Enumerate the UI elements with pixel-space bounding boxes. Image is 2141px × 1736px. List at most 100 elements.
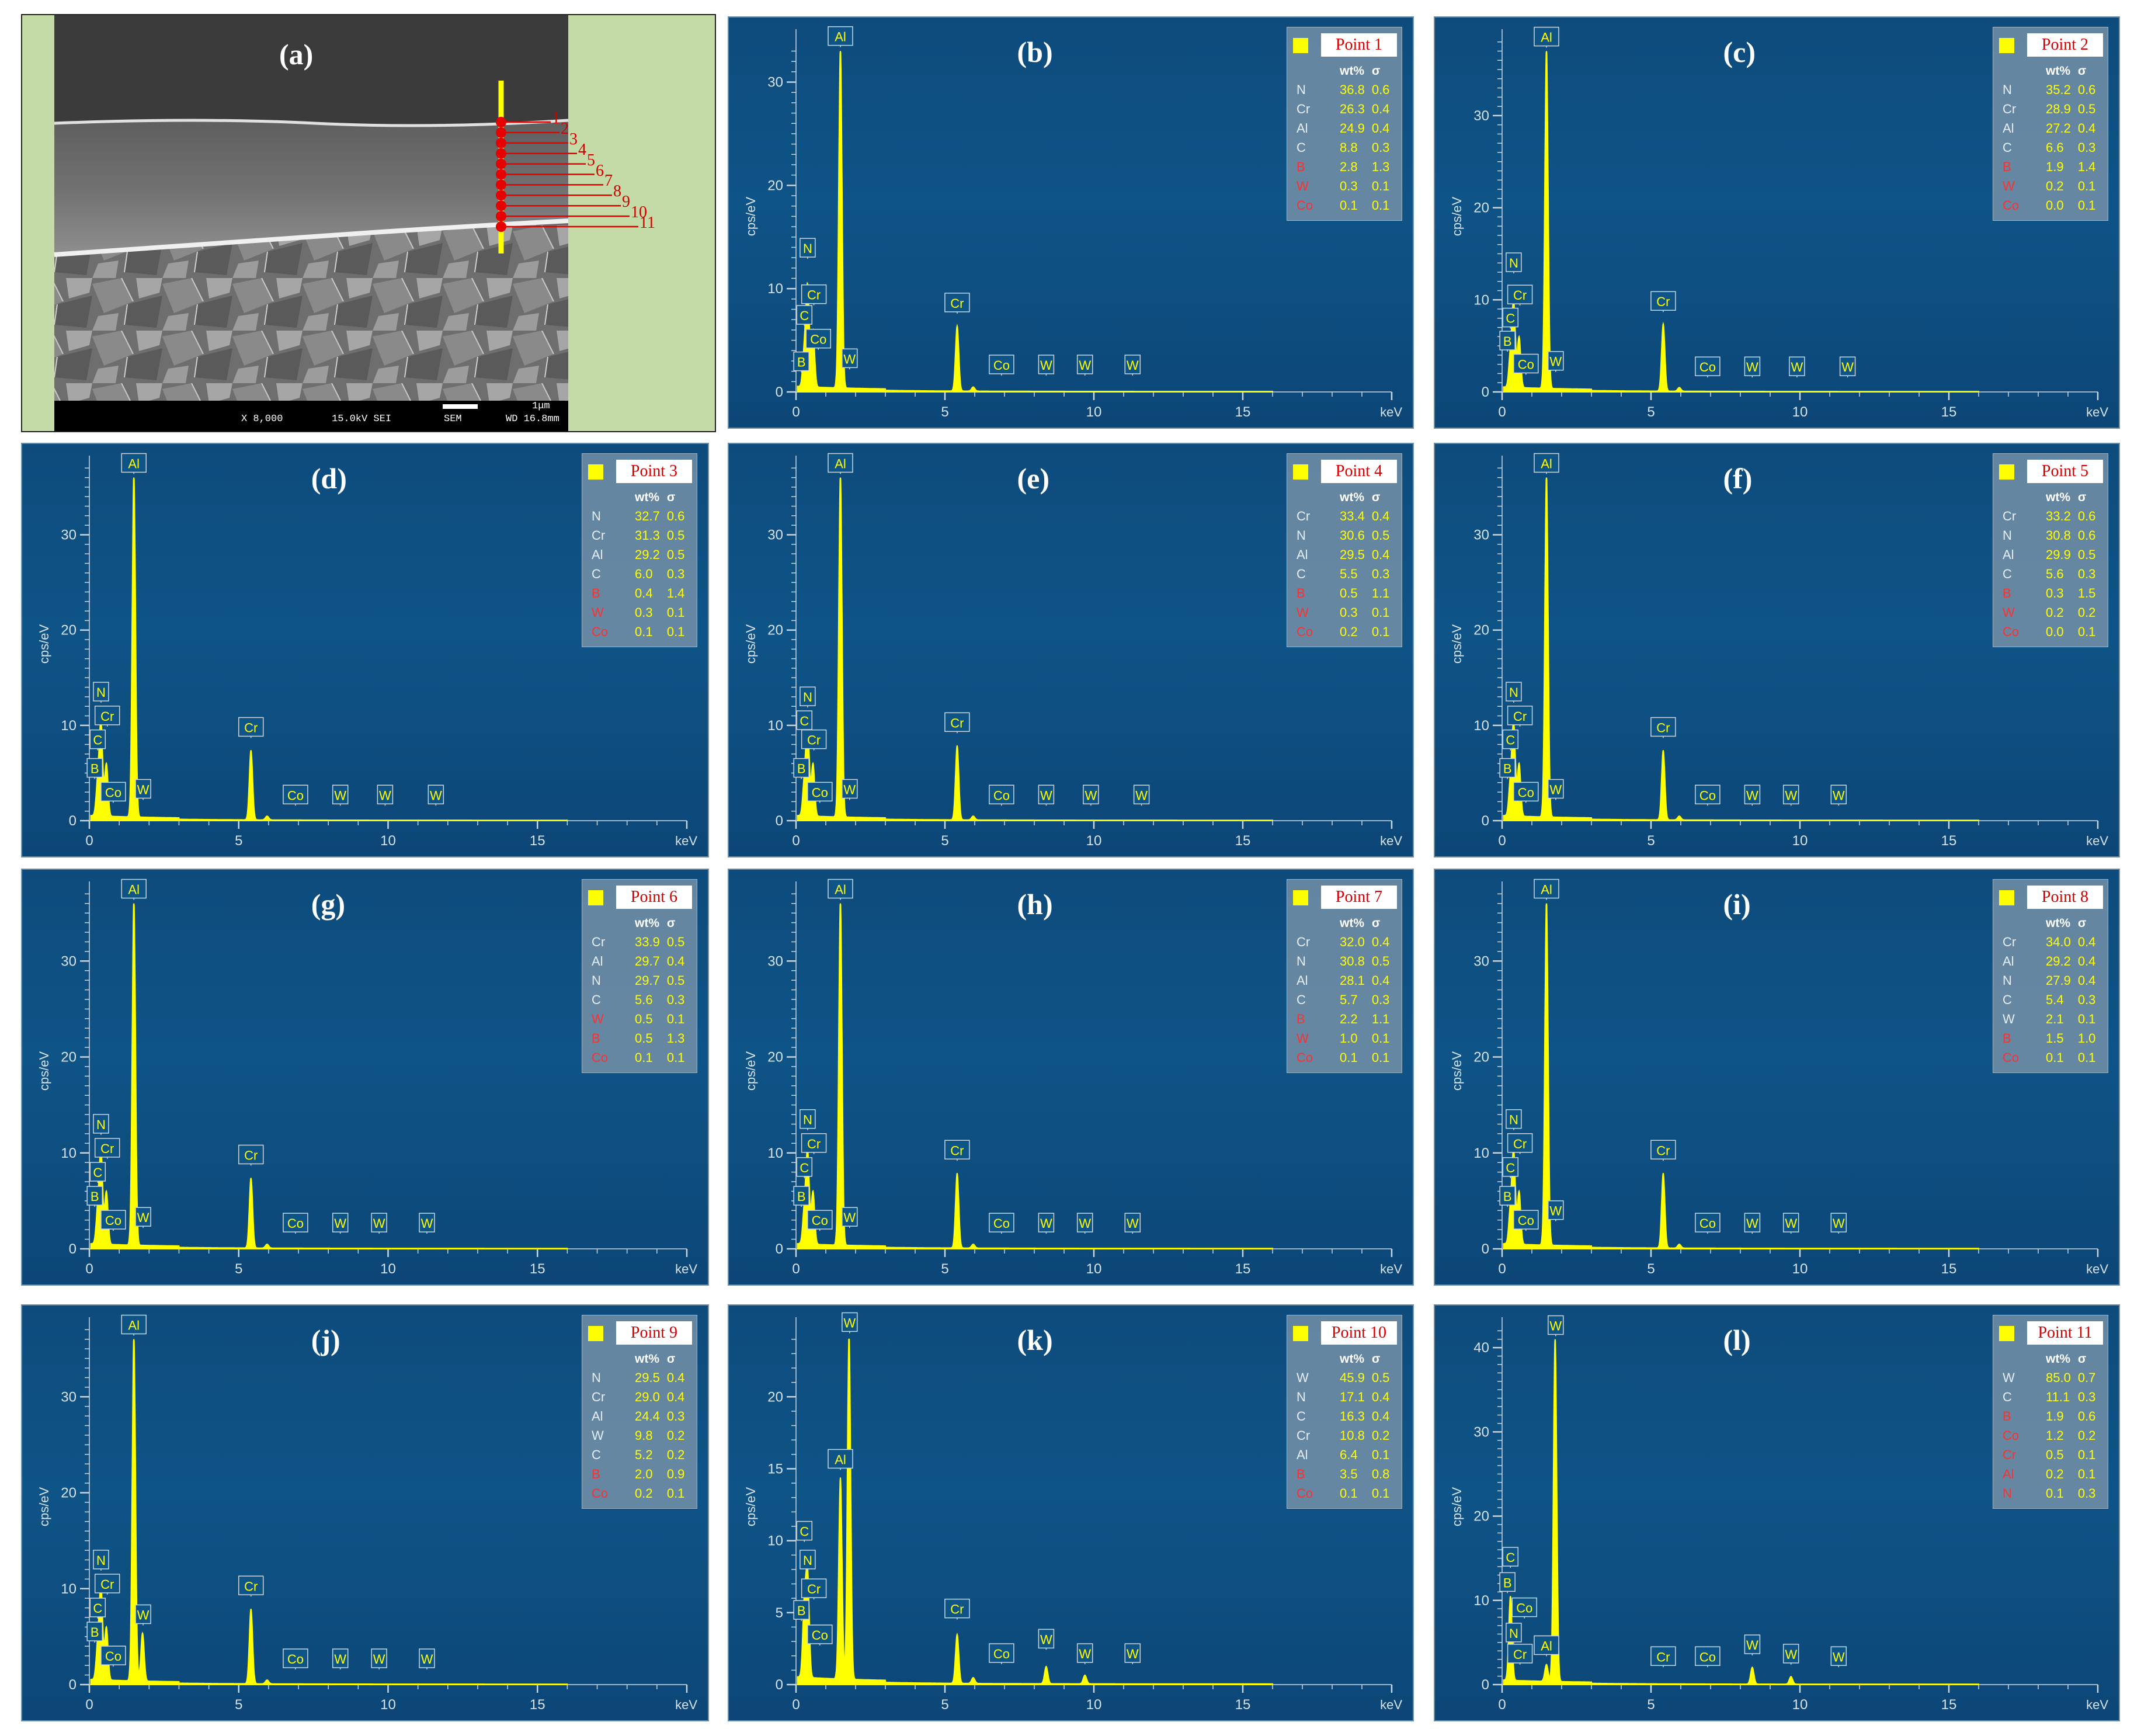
sigma-cell: 0.4 <box>666 1390 685 1404</box>
peak-label: Cr <box>244 720 258 735</box>
composition-column-header: σ <box>666 1352 676 1366</box>
wt-cell: 17.1 <box>1340 1390 1365 1404</box>
peak-label: C <box>1506 733 1515 748</box>
peak-label: Co <box>812 785 828 800</box>
wt-cell: 1.0 <box>1340 1031 1358 1046</box>
peak-label: B <box>797 1189 806 1204</box>
wt-cell: 2.0 <box>635 1467 653 1481</box>
peak-label-box <box>1038 1213 1055 1232</box>
wt-cell: 2.2 <box>1340 1012 1358 1026</box>
peak-label: Cr <box>1513 288 1527 303</box>
peak-label-box <box>283 784 308 805</box>
y-tick-label: 30 <box>1473 1424 1489 1440</box>
composition-column-header: wt% <box>2046 491 2070 504</box>
composition-row: C 6.0 0.3 <box>588 564 688 584</box>
x-unit-label: keV <box>675 1697 697 1712</box>
peak-label: Al <box>1541 1639 1552 1654</box>
wt-cell: 1.2 <box>2046 1428 2064 1443</box>
composition-column-header: wt% <box>1340 491 1364 504</box>
peak-label-box <box>944 293 970 313</box>
sem-mode: SEM <box>444 414 462 425</box>
legend-swatch <box>1999 890 2014 905</box>
composition-row: Co 1.2 0.2 <box>1999 1426 2099 1445</box>
x-tick-label: 0 <box>85 1261 93 1277</box>
element-cell: Cr <box>1297 102 1311 116</box>
element-cell: Co <box>1297 624 1313 639</box>
peak-label: Co <box>287 1216 304 1231</box>
peak-label: N <box>803 1553 812 1568</box>
element-cell: B <box>2003 159 2011 174</box>
sem-point-group <box>496 117 638 232</box>
x-tick-label: 10 <box>1792 1261 1808 1277</box>
element-cell: N <box>2003 82 2012 97</box>
composition-column-header: σ <box>2077 1352 2087 1366</box>
peak-label-box <box>238 1144 264 1165</box>
x-tick-label: 5 <box>1647 1261 1655 1277</box>
composition-row: Cr 32.0 0.4 <box>1293 932 1393 952</box>
peak-label-box <box>828 26 853 46</box>
element-cell: Cr <box>2003 935 2017 949</box>
element-cell: B <box>1297 1467 1305 1481</box>
sigma-cell: 0.5 <box>666 547 685 562</box>
composition-row: N 29.7 0.5 <box>588 971 688 990</box>
wt-cell: 30.8 <box>1340 954 1365 968</box>
element-cell: W <box>2003 605 2015 620</box>
sigma-cell: 0.3 <box>1371 140 1390 155</box>
peak-label: Co <box>812 1628 828 1643</box>
element-cell: N <box>592 1370 601 1385</box>
composition-column-header: σ <box>666 916 676 930</box>
peak-label: W <box>373 1652 385 1666</box>
sem-image <box>54 15 638 431</box>
sigma-cell: 0.3 <box>2077 992 2096 1007</box>
composition-column-header: wt% <box>635 916 659 930</box>
peak-label: Co <box>993 1216 1010 1231</box>
peak-label: N <box>1509 685 1518 700</box>
y-tick-label: 30 <box>1473 108 1489 124</box>
composition-column-header: σ <box>2077 64 2087 78</box>
spectrum-panel: 0 10 20 30 0 5 10 15 keV cps/eV Al N Cr C Co B W Cr Co W W W(… <box>728 16 1414 429</box>
composition-table: wt% σ Cr 34.0 0.4 Al 29.2 0.4 N 27.9 0.4 C 5.4 0.3 W 2.… <box>1999 915 2099 1067</box>
x-tick-label: 0 <box>1498 404 1506 420</box>
peak-label-box <box>800 686 816 706</box>
peak-label-box <box>989 784 1014 805</box>
legend-header: Point 2 <box>1999 33 2103 57</box>
composition-row: Al 27.2 0.4 <box>1999 119 2099 138</box>
composition-row: B 0.5 1.1 <box>1293 584 1393 603</box>
composition-row: B 2.2 1.1 <box>1293 1009 1393 1029</box>
y-tick-label: 20 <box>1473 623 1489 638</box>
peak-label-box <box>1650 717 1676 737</box>
element-cell: Al <box>1297 121 1308 136</box>
spectrum-panel: 0 10 20 30 0 5 10 15 keV cps/eV Al N Cr C B Co W Cr Co W W W(… <box>1434 869 2120 1286</box>
sigma-cell: 0.1 <box>1371 1486 1390 1501</box>
peak-label: W <box>334 788 346 803</box>
peak-label-box <box>1038 1629 1055 1649</box>
peak-label: Al <box>128 883 140 897</box>
peak-label: W <box>379 788 391 803</box>
x-tick-label: 0 <box>792 1697 800 1713</box>
y-axis-label: cps/eV <box>1450 624 1464 664</box>
sigma-cell: 0.1 <box>1371 179 1390 193</box>
sigma-cell: 0.6 <box>666 509 685 523</box>
sigma-cell: 0.4 <box>1371 935 1390 949</box>
element-cell: N <box>592 973 601 988</box>
peak-label: Al <box>1541 883 1552 897</box>
composition-column-header <box>588 1350 631 1368</box>
peak-label-box <box>93 1550 109 1570</box>
y-tick-label: 10 <box>1473 1145 1489 1161</box>
sigma-cell: 0.1 <box>1371 624 1390 639</box>
legend-point-title: Point 9 <box>616 1321 692 1345</box>
composition-row: B 0.4 1.4 <box>588 584 688 603</box>
wt-cell: 31.3 <box>635 528 660 543</box>
sigma-cell: 0.5 <box>2077 547 2096 562</box>
element-cell: Al <box>2003 121 2014 136</box>
peak-label-box <box>828 453 853 473</box>
y-axis-label: cps/eV <box>743 1051 758 1091</box>
composition-row: C 5.5 0.3 <box>1293 564 1393 584</box>
element-cell: Al <box>1297 547 1308 562</box>
peak-label: Co <box>810 332 826 347</box>
composition-table: wt% σ Cr 33.2 0.6 N 30.8 0.6 Al 29.9 0.5 C 5.6 0.3 B 0.… <box>1999 489 2099 641</box>
panel-letter: (d) <box>311 462 347 495</box>
panel-letter: (l) <box>1723 1324 1751 1356</box>
